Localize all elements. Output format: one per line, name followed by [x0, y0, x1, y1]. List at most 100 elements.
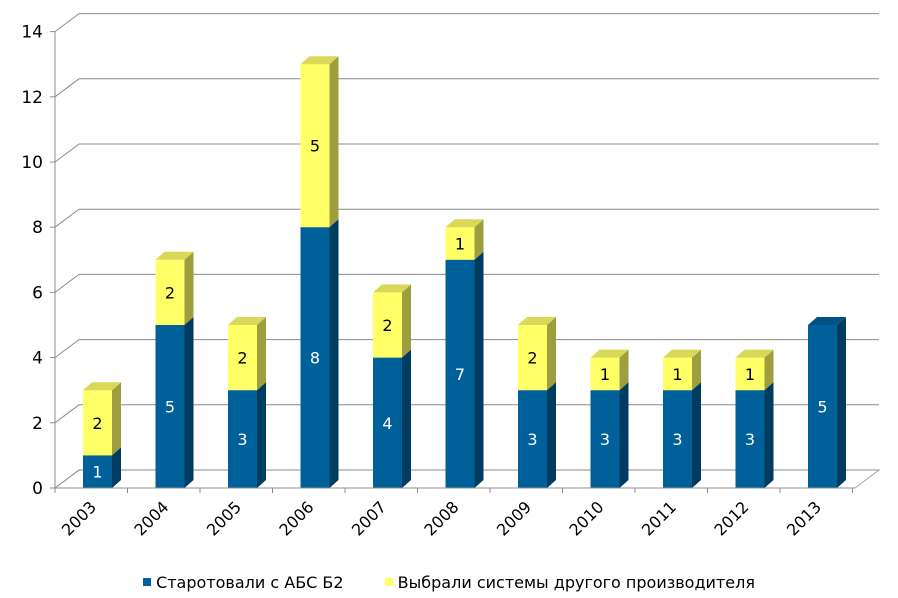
x-tick-label-2005: 2005	[203, 497, 245, 539]
bar-2007-series-1-side	[402, 349, 411, 488]
bar-2010-series-2-top	[590, 349, 629, 358]
legend: Старотовали с АБС Б2 Выбрали системы дру…	[0, 571, 898, 592]
x-tick-label-2013: 2013	[783, 497, 825, 539]
bar-2007-series-1	[373, 357, 402, 488]
y-tick-label-8: 8	[32, 218, 43, 238]
bar-2008-series-2	[445, 227, 475, 260]
bar-2006-series-2-top	[300, 56, 339, 65]
bar-2009-series-1-side	[547, 382, 556, 488]
bar-2013-series-1-top	[808, 317, 846, 325]
bar-2013-series-1	[808, 325, 837, 488]
bar-2011-series-2	[663, 357, 692, 391]
legend-label-series-1: Старотовали с АБС Б2	[156, 572, 344, 592]
x-tick-label-2006: 2006	[275, 497, 317, 539]
bar-2010-series-2	[590, 357, 620, 391]
bar-2004-series-1	[155, 325, 185, 488]
bar-2006-series-2	[300, 64, 330, 228]
bar-2012-series-1-side	[764, 382, 774, 488]
bar-2012-series-1	[735, 390, 765, 488]
bar-2003-series-2	[83, 390, 112, 456]
data-label-2006-series-2: 5	[310, 137, 320, 156]
data-label-2008-series-2: 1	[455, 235, 465, 254]
x-tick-label-2010: 2010	[565, 497, 607, 539]
bar-2008-series-1	[445, 259, 475, 488]
bar-2007-series-2-side	[402, 284, 411, 358]
legend-item-series-2: Выбрали системы другого производителя	[384, 572, 755, 592]
legend-label-series-2: Выбрали системы другого производителя	[397, 572, 755, 592]
data-label-2006-series-1: 8	[310, 349, 320, 368]
y-tick-label-6: 6	[32, 283, 43, 303]
bar-2004-series-2-top	[155, 251, 194, 260]
data-label-2013-series-1: 5	[817, 398, 827, 417]
bar-2009-series-2	[518, 325, 547, 391]
bar-2008-series-2-side	[474, 219, 484, 260]
x-tick-label-2007: 2007	[348, 497, 390, 539]
data-label-2005-series-2: 2	[237, 349, 247, 368]
data-label-2004-series-1: 5	[165, 398, 175, 417]
bar-2011-series-2-top	[663, 349, 701, 358]
data-label-2010-series-1: 3	[600, 430, 610, 449]
bar-2007-series-2-top	[373, 284, 411, 293]
x-tick-label-2009: 2009	[493, 497, 535, 539]
bar-2008-series-2-top	[445, 219, 484, 228]
data-label-2012-series-2: 1	[745, 365, 755, 384]
bar-2003-series-2-side	[112, 382, 121, 456]
gridline-12	[54, 78, 879, 98]
data-label-2008-series-1: 7	[455, 365, 465, 384]
bar-2009-series-2-side	[547, 317, 556, 391]
bar-2007-series-2	[373, 292, 402, 358]
data-label-2007-series-2: 2	[382, 316, 392, 335]
data-label-2003-series-1: 1	[92, 463, 102, 482]
gridline-14	[54, 13, 879, 33]
data-label-2012-series-1: 3	[745, 430, 755, 449]
y-tick-label-12: 12	[21, 88, 43, 108]
bar-2004-series-2	[155, 259, 185, 325]
legend-item-series-1: Старотовали с АБС Б2	[143, 573, 344, 592]
bar-2006-series-1	[300, 227, 330, 488]
y-tick-label-0: 0	[32, 479, 43, 499]
y-tick-label-2: 2	[32, 414, 43, 434]
y-axis: 0 2 4 6 8 10 12 14	[21, 23, 56, 499]
x-tick-label-2012: 2012	[710, 497, 752, 539]
bar-2005-series-2-top	[228, 317, 266, 325]
bar-2003-series-1-side	[112, 447, 121, 488]
bar-2005-series-2-side	[257, 317, 266, 391]
bar-2009-series-1	[518, 390, 547, 488]
bar-2008-series-1-side	[474, 251, 484, 488]
y-tick-label-14: 14	[21, 23, 43, 43]
x-tick-label-2008: 2008	[420, 497, 462, 539]
data-label-2007-series-1: 4	[382, 414, 392, 433]
bar-2011-series-1	[663, 390, 692, 488]
bar-2006-series-1-side	[329, 219, 339, 488]
data-label-2004-series-2: 2	[165, 283, 175, 302]
bar-2004-series-2-side	[184, 251, 194, 325]
bar-2006-series-2-side	[329, 56, 339, 228]
bar-2010-series-1	[590, 390, 620, 488]
data-label-2009-series-2: 2	[527, 349, 537, 368]
gridline-4	[54, 339, 879, 359]
bar-2010-series-1-side	[619, 382, 629, 488]
x-tick-label-2011: 2011	[638, 497, 680, 539]
bar-2012-series-2-side	[764, 349, 774, 391]
data-label-2005-series-1: 3	[237, 430, 247, 449]
data-label-2003-series-2: 2	[92, 414, 102, 433]
data-label-2011-series-2: 1	[672, 365, 682, 384]
y-tick-label-4: 4	[32, 349, 43, 369]
x-tick-label-2003: 2003	[58, 497, 100, 539]
x-tick-label-2004: 2004	[130, 497, 172, 539]
gridline-8	[54, 208, 879, 228]
bar-2005-series-2	[228, 325, 257, 391]
bar-2003-series-2-top	[83, 382, 121, 391]
bar-2012-series-2	[735, 357, 765, 391]
bar-2012-series-2-top	[735, 349, 774, 358]
y-tick-label-10: 10	[21, 153, 43, 173]
bar-2004-series-1-side	[184, 317, 194, 488]
bar-2013-series-1-side	[837, 317, 846, 488]
bar-2011-series-1-side	[692, 382, 701, 488]
legend-swatch-series-1	[143, 578, 152, 586]
bar-2009-series-2-top	[518, 317, 556, 325]
bar-2003-series-1	[83, 455, 112, 488]
x-axis: 2003 2004 2005 2006 2007 2008 2009 2010 2011 2012…	[54, 487, 855, 540]
gridline-10	[54, 143, 879, 163]
